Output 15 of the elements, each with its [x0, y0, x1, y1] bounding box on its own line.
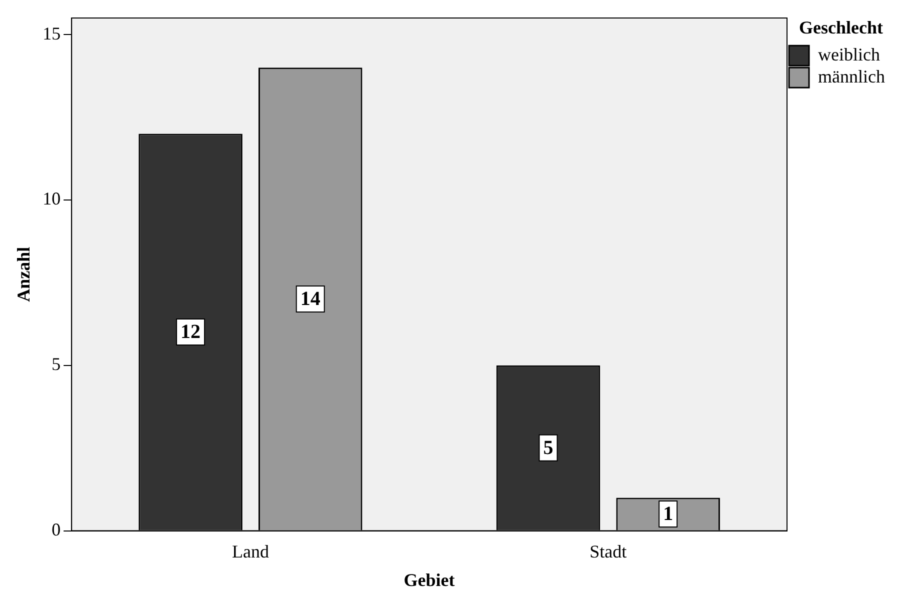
- legend-label: männlich: [818, 66, 886, 86]
- y-axis-title: Anzahl: [13, 246, 34, 302]
- y-tick-label: 10: [42, 188, 61, 209]
- y-tick-label: 0: [52, 520, 61, 540]
- x-tick-label: Stadt: [590, 541, 627, 562]
- x-axis-title: Gebiet: [404, 570, 455, 590]
- data-label: 14: [300, 288, 320, 310]
- legend-label: weiblich: [818, 44, 880, 64]
- y-tick-label: 5: [52, 354, 61, 374]
- data-label: 5: [543, 437, 554, 460]
- x-tick-label: Land: [232, 541, 269, 562]
- y-tick-label: 15: [42, 23, 61, 44]
- legend-title: Geschlecht: [799, 18, 883, 38]
- data-label: 12: [180, 321, 201, 344]
- data-label: 1: [663, 503, 674, 526]
